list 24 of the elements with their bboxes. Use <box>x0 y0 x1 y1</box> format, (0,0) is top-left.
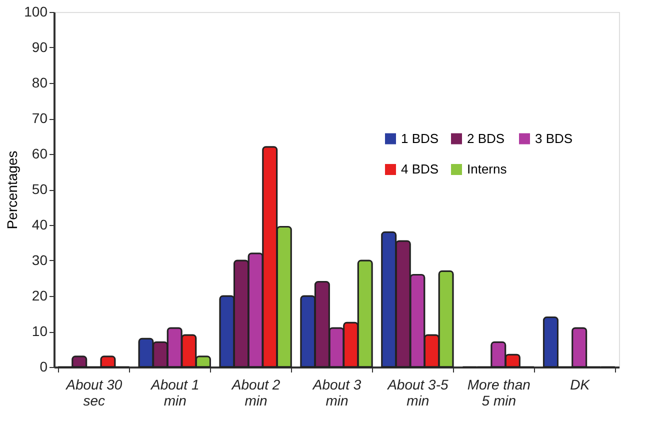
legend-label: Interns <box>467 162 508 176</box>
y-tick-label: 10 <box>32 323 48 339</box>
y-axis-title: Percentages <box>4 150 20 230</box>
y-tick-label: 0 <box>40 358 48 374</box>
legend-label: 3 BDS <box>535 130 573 146</box>
y-tick-label: 30 <box>32 252 48 268</box>
x-tick-label: About 2 min <box>230 376 280 408</box>
x-tick-label: About 3-5 min <box>386 376 449 408</box>
legend-label: 1 BDS <box>401 130 439 146</box>
x-tick-label: About 1 min <box>150 376 200 408</box>
x-tick-label: About 30 sec <box>65 376 122 408</box>
x-tick-label: More than 5 min <box>467 376 531 408</box>
y-tick-label: 90 <box>32 39 48 55</box>
x-tick-label: About 3 min <box>312 376 362 408</box>
y-tick-label: 70 <box>32 110 48 126</box>
y-tick-label: 80 <box>32 74 48 90</box>
y-tick-label: 20 <box>32 288 48 304</box>
legend-label: 2 BDS <box>467 130 505 146</box>
y-tick-label: 50 <box>32 181 48 197</box>
y-tick-label: 40 <box>32 216 48 232</box>
x-tick-label: DK <box>570 376 590 392</box>
y-tick-label: 100 <box>24 4 48 20</box>
legend-label: 4 BDS <box>401 162 439 176</box>
y-tick-label: 60 <box>32 146 48 162</box>
